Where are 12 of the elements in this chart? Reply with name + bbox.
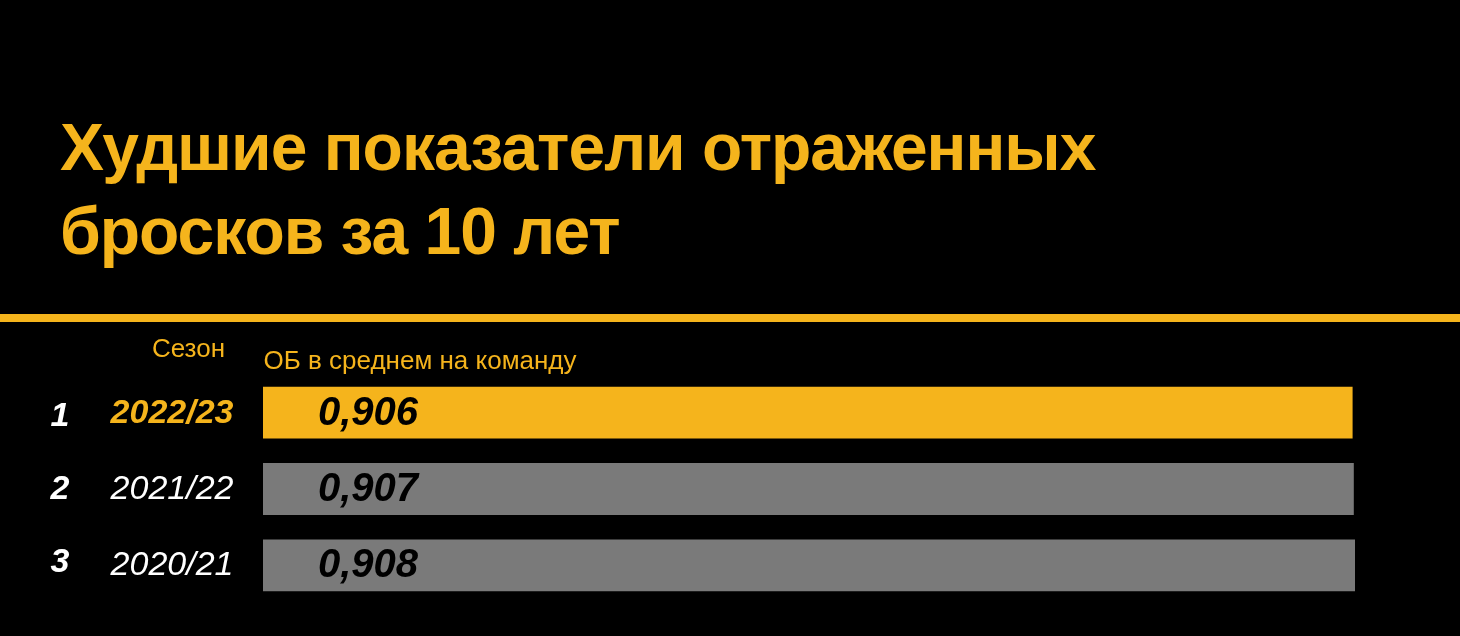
x-axis-title: ОБ в среднем на команду [263, 344, 577, 375]
data-label: 0,906 [318, 388, 419, 433]
y-axis-title: Сезон [151, 332, 226, 363]
text: 3 [50, 541, 70, 580]
y-tick-label: 2022/23 [109, 391, 234, 430]
data-label: 0,908 [318, 541, 419, 586]
chart-title: Худшие показатели отраженных бросков за 10 лет [60, 109, 1097, 270]
data-label: 0,907 [318, 465, 420, 509]
y-tick-label: 2021/22 [109, 468, 234, 506]
y-tick-label: 2020/21 [109, 544, 234, 583]
text: 1 [50, 394, 70, 433]
text: 2 [49, 468, 70, 506]
